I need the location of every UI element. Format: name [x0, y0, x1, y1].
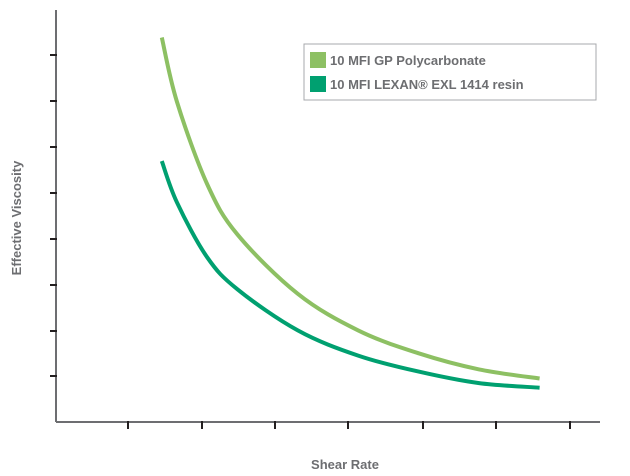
legend: 10 MFI GP Polycarbonate 10 MFI LEXAN® EXL…	[303, 43, 597, 101]
plot-area	[50, 10, 600, 429]
legend-label-2: 10 MFI LEXAN® EXL 1414 resin	[330, 77, 524, 92]
legend-box	[303, 43, 597, 101]
y-axis-title: Effective Viscosity	[9, 160, 24, 275]
legend-items: 10 MFI GP Polycarbonate 10 MFI LEXAN® EXL…	[310, 52, 524, 92]
x-axis-ticks	[127, 421, 571, 429]
legend-swatch-1	[310, 52, 326, 68]
series-line-1	[159, 37, 540, 381]
series-group	[159, 37, 540, 390]
y-axis-ticks	[50, 54, 57, 377]
series-line-2	[159, 160, 540, 390]
legend-label-1: 10 MFI GP Polycarbonate	[330, 53, 486, 68]
legend-swatch-2	[310, 76, 326, 92]
x-axis-title: Shear Rate	[311, 457, 379, 472]
